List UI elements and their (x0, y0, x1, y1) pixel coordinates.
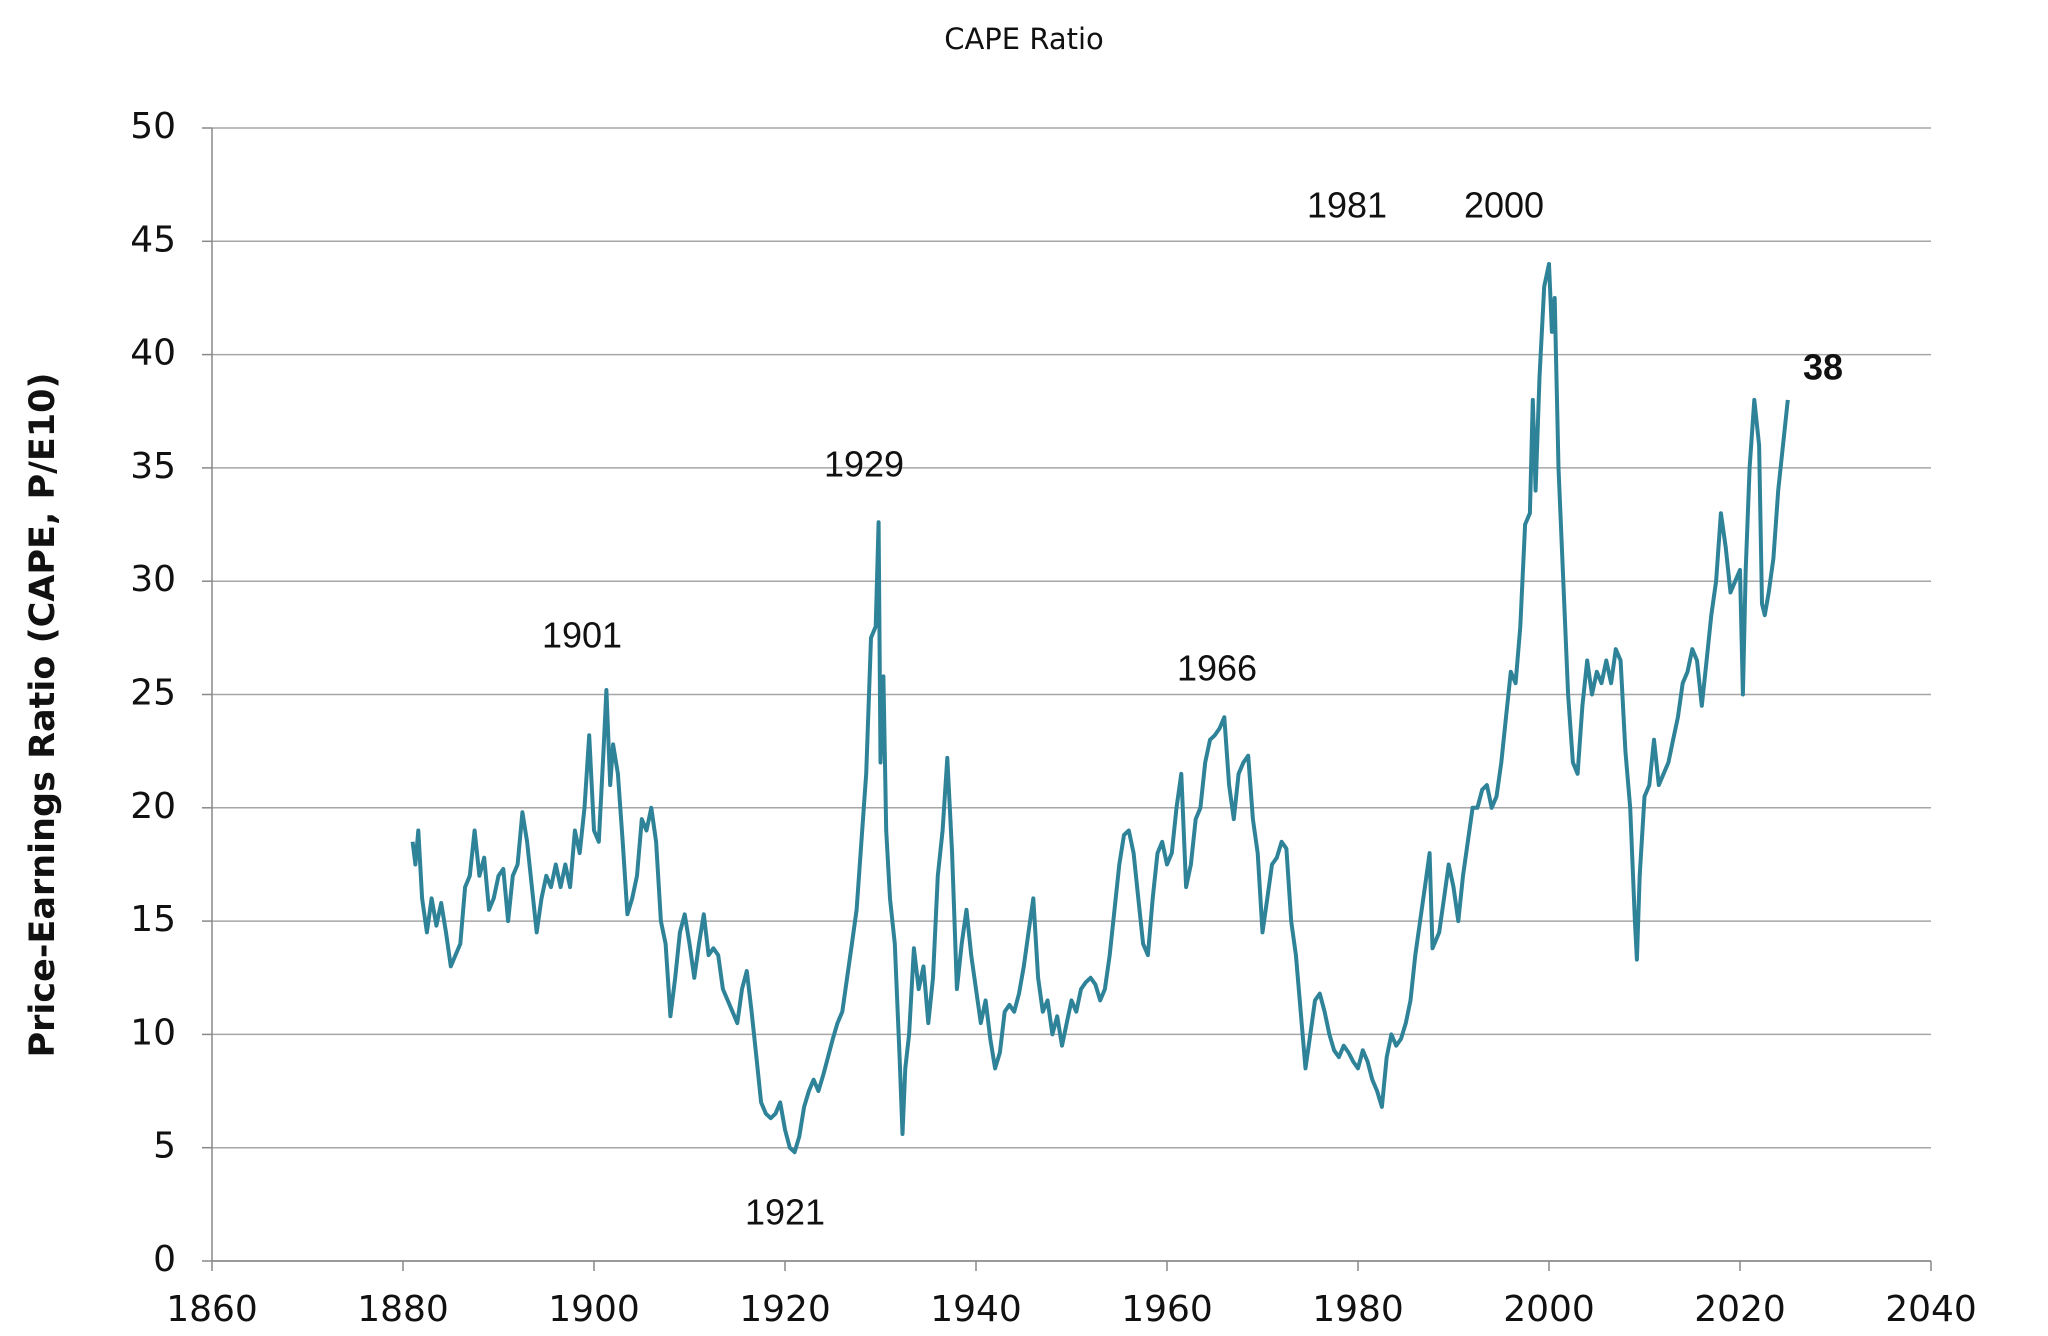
x-tick-label: 1960 (1121, 1289, 1213, 1330)
y-tick-label: 5 (153, 1126, 176, 1167)
annotation: 38 (1803, 347, 1843, 388)
x-tick-label: 1880 (357, 1289, 449, 1330)
y-tick-label: 50 (130, 106, 176, 147)
x-tick-label: 1920 (739, 1289, 831, 1330)
annotation: 1966 (1177, 648, 1257, 689)
x-tick-label: 2040 (1885, 1289, 1977, 1330)
annotation: 2000 (1464, 185, 1544, 226)
y-tick-label: 25 (130, 673, 176, 714)
annotation: 1929 (824, 444, 904, 485)
chart-title: CAPE Ratio (944, 22, 1104, 56)
y-tick-label: 40 (130, 333, 176, 374)
x-tick-label: 2020 (1694, 1289, 1786, 1330)
y-tick-label: 35 (130, 446, 176, 487)
y-tick-label: 30 (130, 559, 176, 600)
annotation: 1921 (745, 1192, 825, 1233)
x-tick-label: 1900 (548, 1289, 640, 1330)
x-tick-label: 2000 (1503, 1289, 1595, 1330)
y-tick-label: 45 (130, 219, 176, 260)
y-tick-label: 0 (153, 1239, 176, 1280)
y-axis-title: Price-Earnings Ratio (CAPE, P/E10) (23, 373, 63, 1058)
y-tick-label: 15 (130, 899, 176, 940)
annotation: 1901 (542, 615, 622, 656)
y-tick-label: 10 (130, 1012, 176, 1053)
x-tick-label: 1940 (930, 1289, 1022, 1330)
x-tick-label: 1980 (1312, 1289, 1404, 1330)
x-tick-label: 1860 (166, 1289, 258, 1330)
annotation: 1981 (1307, 185, 1387, 226)
y-tick-label: 20 (130, 786, 176, 827)
data-line (410, 262, 1790, 1155)
